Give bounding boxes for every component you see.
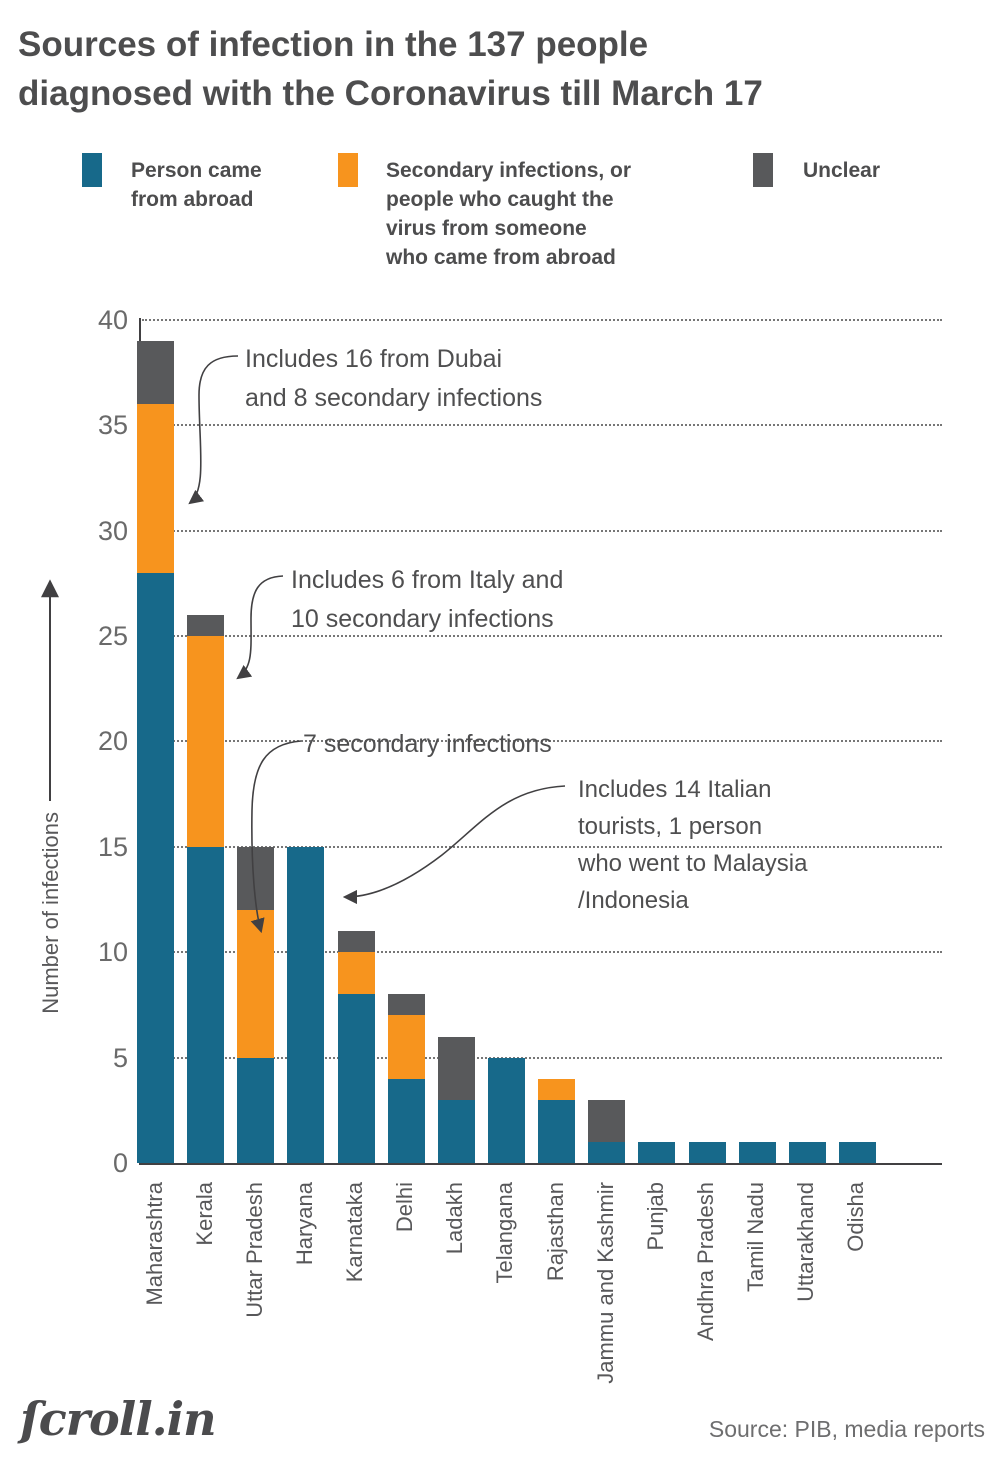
bar-segment xyxy=(337,952,375,995)
bar-segment xyxy=(738,1141,776,1163)
annotation-kerala: Includes 6 from Italy and 10 secondary i… xyxy=(291,561,563,639)
x-tick-label: Karnataka xyxy=(342,1182,368,1283)
x-tick-label: Maharashtra xyxy=(141,1182,167,1306)
gridline xyxy=(142,1056,942,1059)
legend-label-abroad: Person came from abroad xyxy=(131,156,262,214)
x-tick-label: Kerala xyxy=(191,1182,217,1246)
gridline xyxy=(142,635,942,637)
annotation-kerala-line1: Includes 6 from Italy and xyxy=(291,566,564,594)
x-tick-label: Odisha xyxy=(843,1182,869,1252)
bar-segment xyxy=(237,1057,275,1163)
annotation-arrow-haryana-icon xyxy=(342,785,566,905)
annotation-haryana-line1: Includes 14 Italian xyxy=(578,776,772,803)
page-title-line2: diagnosed with the Coronavirus till Marc… xyxy=(18,74,763,113)
annotation-uttar-pradesh: 7 secondary infections xyxy=(303,725,552,764)
legend-label-unclear-line1: Unclear xyxy=(803,159,881,182)
page-title: Sources of infection in the 137 people d… xyxy=(18,20,978,118)
bar-segment xyxy=(137,404,174,573)
y-tick-label: 10 xyxy=(97,937,128,968)
legend-label-unclear: Unclear xyxy=(803,156,880,185)
x-tick-label: Delhi xyxy=(392,1182,418,1233)
x-tick-label: Ladakh xyxy=(442,1182,468,1255)
legend-label-secondary-line3: virus from someone xyxy=(386,217,587,240)
annotation-maharashtra-line1: Includes 16 from Dubai xyxy=(245,345,503,373)
legend-swatch-secondary-icon xyxy=(338,153,358,187)
source-credit: Source: PIB, media reports xyxy=(708,1416,985,1442)
annotation-kerala-line2: 10 secondary infections xyxy=(291,605,554,633)
legend-label-abroad-line2: from abroad xyxy=(131,188,254,211)
legend-label-secondary-line1: Secondary infections, or xyxy=(386,159,632,182)
bar-segment xyxy=(237,910,275,1058)
gridline xyxy=(142,424,942,427)
y-tick-label: 20 xyxy=(97,726,128,757)
bar-segment xyxy=(437,1099,475,1163)
annotation-haryana-line4: /Indonesia xyxy=(578,887,689,914)
gridline xyxy=(142,318,942,321)
x-tick-label: Haryana xyxy=(291,1182,317,1266)
legend-label-secondary-line2: people who caught the xyxy=(386,188,614,211)
x-tick-label: Punjab xyxy=(642,1182,668,1251)
x-tick-label: Uttarakhand xyxy=(793,1182,819,1302)
bar-segment xyxy=(387,1015,425,1079)
legend-label-secondary: Secondary infections, or people who caug… xyxy=(386,156,631,272)
x-tick-label: Tamil Nadu xyxy=(743,1182,769,1293)
bar-segment xyxy=(387,1078,425,1163)
y-tick-label: 40 xyxy=(97,304,128,335)
annotation-maharashtra-line2: and 8 secondary infections xyxy=(245,384,543,412)
x-tick-label: Andhra Pradesh xyxy=(693,1182,719,1341)
annotation-haryana-line2: tourists, 1 person xyxy=(578,813,763,840)
page-title-line1: Sources of infection in the 137 people xyxy=(18,25,649,64)
annotation-arrow-kerala-icon xyxy=(236,575,284,680)
bar-segment xyxy=(137,572,174,1163)
legend-label-secondary-line4: who came from abroad xyxy=(386,246,616,269)
annotation-uttar-pradesh-line1: 7 secondary infections xyxy=(303,730,552,758)
y-tick-label: 15 xyxy=(97,831,128,862)
bar-segment xyxy=(437,1036,475,1100)
bar-segment xyxy=(688,1141,726,1163)
gridline xyxy=(142,740,942,743)
legend-swatch-abroad-icon xyxy=(82,153,102,187)
x-tick-label: Telangana xyxy=(492,1182,518,1284)
annotation-arrow-maharashtra-icon xyxy=(188,355,239,505)
gridline xyxy=(142,529,942,532)
bar-segment xyxy=(538,1099,576,1163)
bar-segment xyxy=(487,1057,525,1163)
bar-segment xyxy=(137,340,174,405)
bar-segment xyxy=(337,994,375,1163)
bar-segment xyxy=(588,1141,626,1163)
gridline xyxy=(142,951,942,954)
annotation-haryana: Includes 14 Italian tourists, 1 person w… xyxy=(578,771,807,919)
y-tick-label: 5 xyxy=(112,1042,128,1073)
bar-segment xyxy=(638,1141,676,1163)
bar-segment xyxy=(287,846,325,1163)
bar-segment xyxy=(237,846,275,911)
bar-segment xyxy=(187,846,225,1163)
y-tick-label: 0 xyxy=(112,1148,128,1178)
annotation-maharashtra: Includes 16 from Dubai and 8 secondary i… xyxy=(245,340,542,418)
bar-segment xyxy=(187,636,225,847)
legend-swatch-unclear-icon xyxy=(753,153,773,187)
bar-segment xyxy=(337,931,375,953)
x-tick-label: Uttar Pradesh xyxy=(241,1182,267,1318)
legend-label-abroad-line1: Person came xyxy=(131,159,262,182)
bar-segment xyxy=(187,614,225,636)
y-tick-label: 25 xyxy=(97,621,128,651)
bar-segment xyxy=(588,1099,626,1142)
scroll-in-logo: ſcroll.in xyxy=(20,1392,217,1446)
x-axis-line xyxy=(139,1163,942,1165)
x-tick-label: Rajasthan xyxy=(542,1182,568,1282)
x-tick-label: Jammu and Kashmir xyxy=(592,1182,618,1384)
bar-segment xyxy=(788,1141,826,1163)
y-tick-label: 35 xyxy=(97,410,128,441)
bar-segment xyxy=(387,994,425,1016)
annotation-haryana-line3: who went to Malaysia xyxy=(578,850,808,877)
bar-segment xyxy=(838,1141,876,1163)
bar-segment xyxy=(538,1078,576,1100)
y-tick-label: 30 xyxy=(97,515,128,546)
